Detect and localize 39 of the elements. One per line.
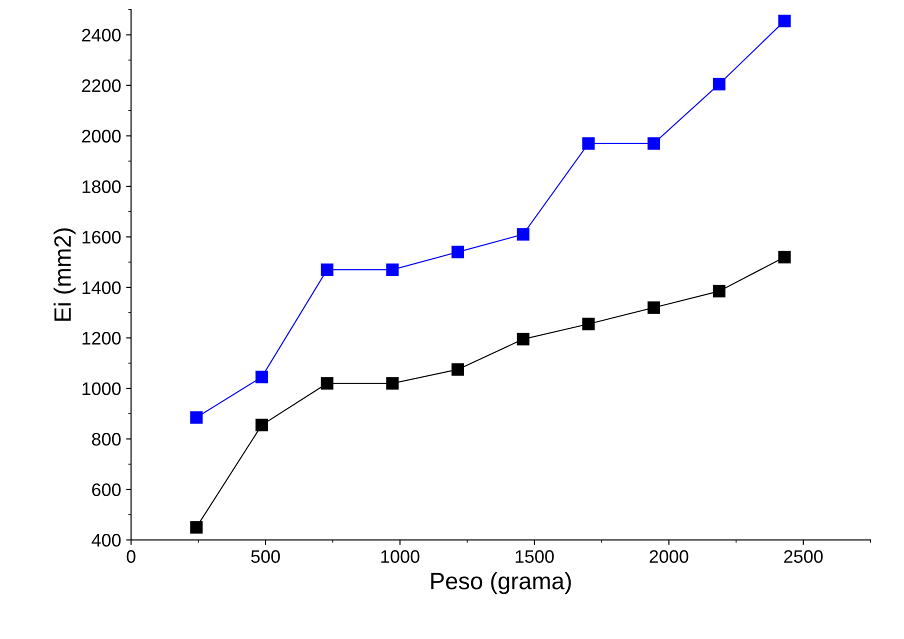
y-tick-label: 1200: [82, 332, 121, 345]
x-tick-label: 1000: [381, 550, 420, 563]
x-tick-label: 2000: [650, 550, 688, 563]
point: [582, 137, 595, 150]
point: [516, 332, 530, 346]
point: [648, 301, 660, 314]
point: [256, 418, 268, 432]
y-tick-label: 2400: [82, 28, 121, 42]
point: [452, 246, 464, 258]
point: [190, 521, 203, 534]
x-tick-label: 2500: [784, 550, 823, 563]
y-tick-label: 1800: [82, 180, 121, 194]
point: [648, 137, 660, 150]
point: [320, 377, 334, 390]
point: [778, 14, 791, 28]
point: [778, 250, 791, 264]
point: [386, 263, 399, 276]
x-axis-title: Peso (grama): [431, 572, 571, 594]
x-tick-label: 1500: [516, 550, 554, 563]
point: [386, 377, 399, 390]
point: [516, 228, 530, 241]
x-tick-label: 500: [251, 550, 280, 563]
y-tick-label: 2200: [82, 79, 121, 92]
y-tick-label: 400: [92, 534, 121, 547]
point: [712, 78, 726, 90]
y-tick-label: 1400: [82, 281, 121, 294]
point: [190, 411, 203, 424]
point: [452, 363, 464, 376]
y-tick-label: 1000: [82, 382, 121, 396]
y-axis-title: Ei (mm2): [54, 228, 76, 321]
point: [582, 318, 595, 330]
y-tick-label: 1600: [82, 230, 121, 244]
y-tick-label: 600: [92, 483, 121, 496]
point: [712, 284, 726, 298]
point: [320, 263, 334, 276]
y-tick-label: 2000: [82, 130, 121, 143]
y-tick-label: 800: [92, 432, 121, 446]
x-tick-label: 0: [126, 550, 136, 563]
point: [256, 370, 268, 384]
